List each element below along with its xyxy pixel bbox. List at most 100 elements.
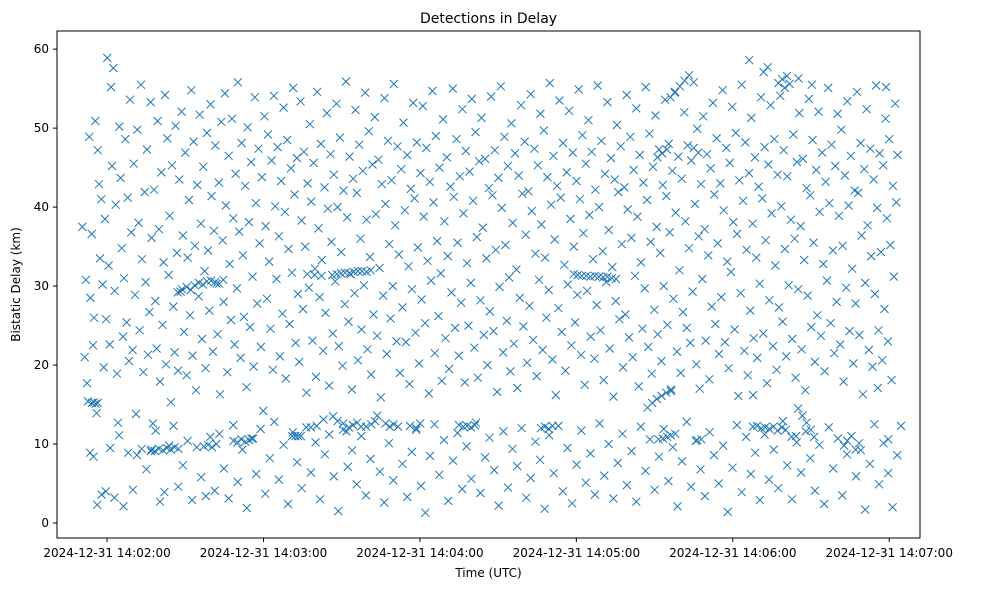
data-point (485, 307, 495, 316)
data-point (873, 383, 883, 393)
data-point (708, 98, 718, 108)
data-point (636, 422, 646, 431)
data-point (336, 247, 346, 257)
data-point (801, 427, 811, 436)
data-point (220, 89, 230, 98)
data-point (252, 299, 262, 308)
data-point (204, 306, 214, 315)
y-tick-label: 20 (34, 358, 49, 372)
data-point (590, 490, 600, 499)
data-point (512, 265, 521, 274)
data-point (158, 445, 168, 455)
data-point (442, 153, 452, 162)
x-tick-label: 2024-12-31 14:07:00 (826, 546, 953, 560)
data-point (593, 81, 603, 90)
data-point (425, 177, 435, 187)
data-point (888, 181, 898, 191)
data-point (663, 320, 672, 330)
data-point (338, 361, 347, 371)
data-point (111, 200, 121, 210)
data-point (516, 100, 526, 110)
data-point (126, 228, 136, 237)
data-point (210, 141, 220, 150)
data-point (300, 242, 310, 251)
data-point (763, 62, 773, 72)
data-point (136, 80, 146, 90)
data-point (768, 341, 778, 351)
x-tick-label: 2024-12-31 14:02:00 (43, 546, 170, 560)
data-point (575, 194, 585, 204)
data-point (155, 497, 165, 507)
data-point (112, 369, 122, 379)
data-point (844, 201, 853, 210)
data-point (258, 406, 268, 416)
data-point (219, 464, 229, 473)
data-point (518, 189, 527, 199)
data-point (806, 425, 816, 435)
data-point (142, 145, 152, 154)
data-point (767, 209, 776, 218)
data-point (660, 95, 670, 105)
data-point (322, 108, 332, 118)
data-point (495, 282, 504, 292)
data-point (794, 74, 803, 83)
data-point (534, 275, 544, 285)
data-point (535, 455, 545, 465)
data-point (250, 92, 260, 102)
data-point (381, 419, 390, 428)
data-point (254, 144, 263, 154)
data-point (558, 487, 568, 496)
data-point (423, 256, 432, 266)
data-point (696, 434, 706, 444)
data-point (105, 443, 115, 453)
data-point (858, 389, 868, 399)
data-point (137, 444, 147, 454)
data-point (227, 114, 237, 124)
data-point (293, 289, 303, 299)
data-point (147, 233, 156, 243)
data-point (661, 388, 671, 398)
data-point (82, 378, 92, 388)
data-point (302, 388, 311, 398)
data-point (402, 150, 412, 160)
data-point (680, 76, 689, 86)
data-point (817, 148, 827, 157)
data-point (188, 351, 197, 360)
data-point (308, 336, 317, 345)
data-point (515, 293, 525, 303)
data-point (274, 231, 284, 241)
data-point (896, 421, 906, 431)
data-point (374, 155, 383, 165)
data-point (828, 464, 838, 473)
data-point (743, 370, 753, 380)
data-point (470, 420, 480, 430)
data-point (544, 424, 554, 434)
data-point (833, 109, 842, 119)
data-point (256, 342, 266, 352)
data-point (361, 491, 371, 500)
data-point (824, 198, 834, 208)
data-point (810, 357, 820, 367)
data-point (388, 476, 398, 485)
data-point (370, 112, 380, 122)
data-point (368, 160, 377, 169)
data-point (237, 138, 246, 148)
data-point (658, 180, 668, 190)
data-point (807, 80, 817, 90)
data-point (594, 202, 604, 212)
data-point (737, 487, 747, 497)
data-point (248, 434, 258, 443)
data-point (764, 295, 774, 305)
data-point (173, 366, 183, 375)
data-point (812, 310, 822, 320)
data-point (577, 271, 587, 281)
x-tick-label: 2024-12-31 14:06:00 (669, 546, 796, 560)
data-point (537, 220, 546, 229)
data-point (609, 494, 618, 503)
data-point (757, 194, 767, 203)
data-point (459, 209, 468, 218)
data-point (588, 254, 598, 264)
data-point (682, 323, 692, 333)
data-point (281, 374, 291, 383)
data-point (161, 359, 171, 369)
